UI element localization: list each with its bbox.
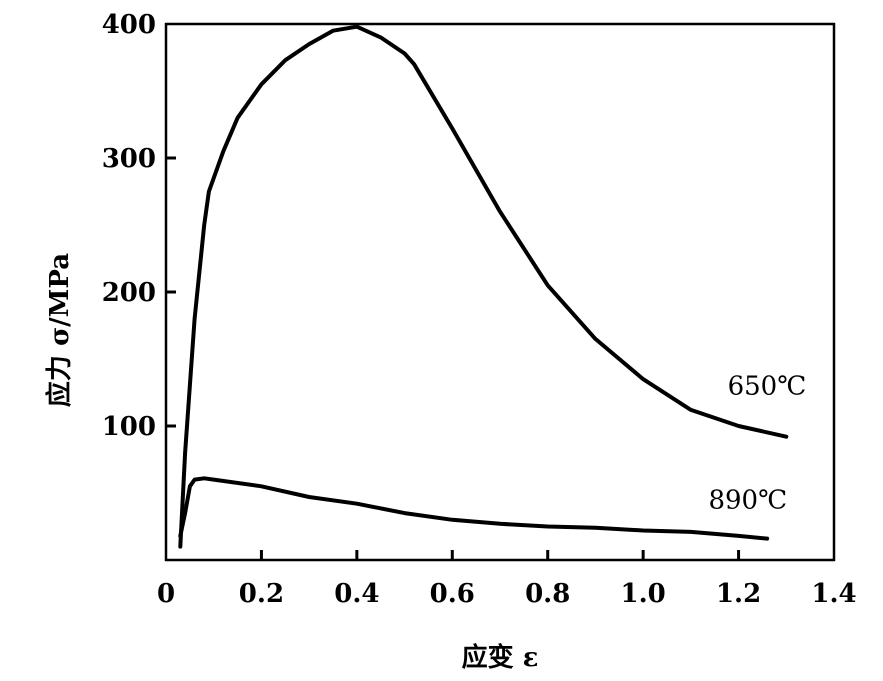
x-tick-label: 0.6 bbox=[430, 579, 475, 609]
x-tick-label: 0.4 bbox=[334, 579, 379, 609]
series-line-2 bbox=[178, 476, 770, 541]
x-tick-label: 1.0 bbox=[621, 579, 666, 609]
y-tick-labels: 100 200 300 400 bbox=[102, 10, 156, 442]
x-tick-label: 0.8 bbox=[525, 579, 570, 609]
x-tick-label: 0 bbox=[157, 579, 175, 609]
y-tick-label: 100 bbox=[102, 412, 156, 442]
y-tick-label: 400 bbox=[102, 10, 156, 40]
series-label-1: 650℃ bbox=[728, 372, 807, 402]
x-tick-label: 1.4 bbox=[811, 579, 856, 609]
series-label-2: 890℃ bbox=[708, 486, 787, 516]
x-tick-labels: 0 0.2 0.4 0.6 0.8 1.0 1.2 1.4 bbox=[157, 579, 857, 609]
y-tick-label: 300 bbox=[102, 144, 156, 174]
plot-frame bbox=[164, 22, 836, 562]
series-line-1 bbox=[178, 24, 789, 549]
x-tick-label: 0.2 bbox=[239, 579, 284, 609]
y-tick-label: 200 bbox=[102, 278, 156, 308]
x-tick-label: 1.2 bbox=[716, 579, 761, 609]
x-axis-title: 应变 ε bbox=[462, 642, 539, 673]
series-labels: 650℃ 890℃ bbox=[708, 372, 806, 516]
axis-ticks bbox=[166, 156, 741, 560]
series-curves bbox=[178, 24, 789, 549]
y-axis-title: 应力 σ/MPa bbox=[44, 253, 75, 407]
